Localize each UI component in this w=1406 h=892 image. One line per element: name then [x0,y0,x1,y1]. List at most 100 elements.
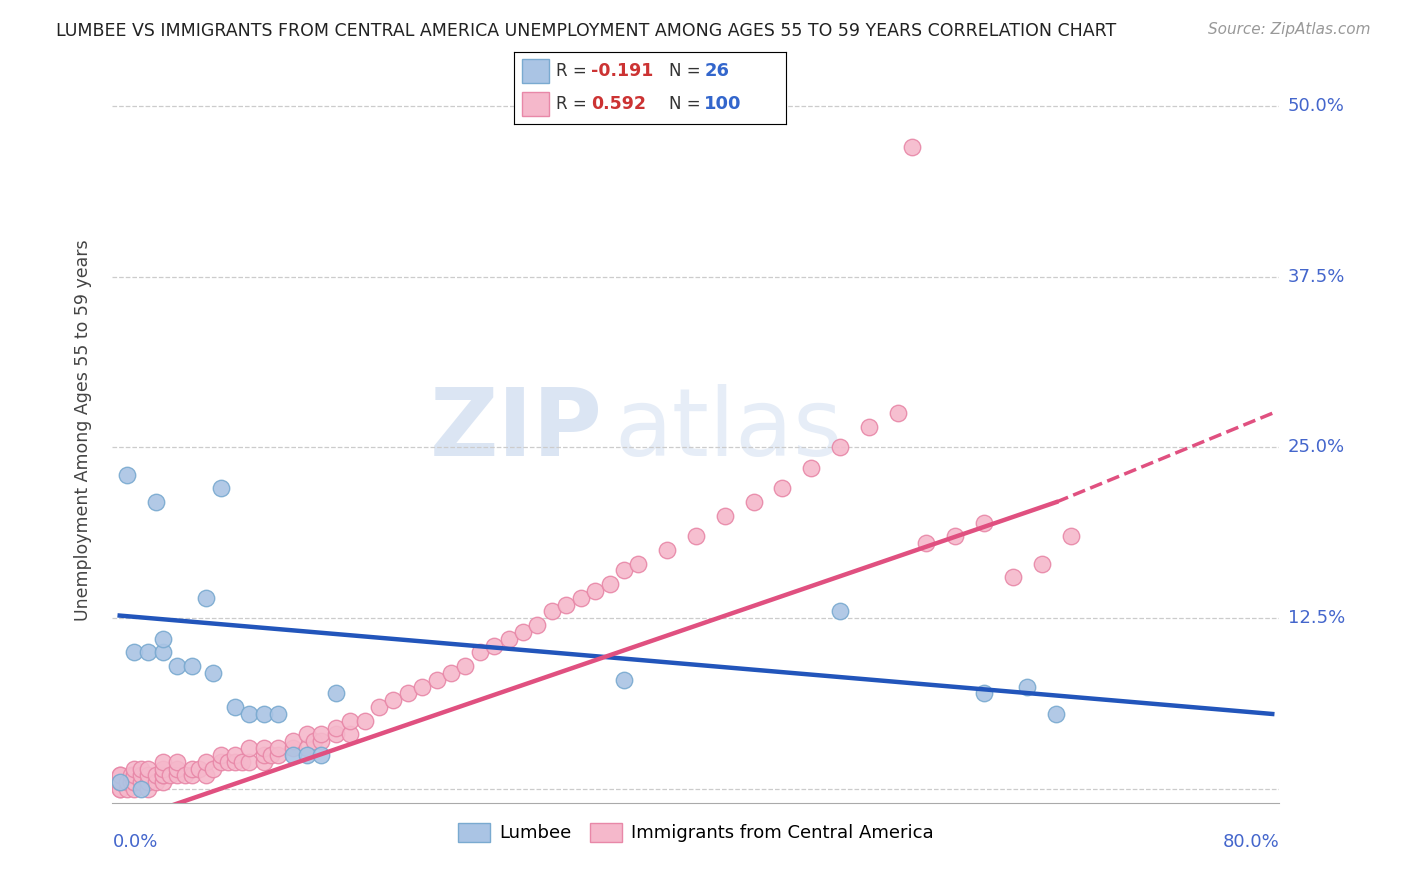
Text: LUMBEE VS IMMIGRANTS FROM CENTRAL AMERICA UNEMPLOYMENT AMONG AGES 55 TO 59 YEARS: LUMBEE VS IMMIGRANTS FROM CENTRAL AMERIC… [56,22,1116,40]
Point [138,775,160,789]
Point [166,762,188,776]
Point [202,665,225,680]
Point [152,768,174,782]
Point [583,584,606,599]
Point [195,755,218,769]
Point [260,747,283,762]
Point [325,727,347,741]
Point [209,482,232,496]
Text: 37.5%: 37.5% [1288,268,1346,285]
Point [173,768,195,782]
Point [108,768,131,782]
Point [138,768,160,782]
Point [368,700,391,714]
Point [202,762,225,776]
Point [555,598,578,612]
Point [281,747,304,762]
Point [828,441,851,455]
Point [770,482,793,496]
Point [129,782,152,797]
Text: 50.0%: 50.0% [1288,97,1344,115]
Point [108,782,131,797]
Point [627,557,650,571]
Point [339,714,361,728]
Point [325,721,347,735]
Point [396,686,419,700]
Point [122,782,145,797]
Point [613,673,636,687]
Point [973,686,995,700]
Point [541,605,564,619]
Point [1059,529,1081,543]
Point [115,775,138,789]
Text: -0.191: -0.191 [591,62,654,80]
Y-axis label: Unemployment Among Ages 55 to 59 years: Unemployment Among Ages 55 to 59 years [73,240,91,621]
Bar [522,92,548,116]
Point [152,755,174,769]
Point [120,768,142,782]
Legend: Lumbee, Immigrants from Central America: Lumbee, Immigrants from Central America [451,816,941,850]
Point [973,516,995,530]
Point [613,564,636,578]
Point [267,747,290,762]
Point [138,645,160,659]
Point [195,768,218,782]
Point [382,693,405,707]
Point [339,727,361,741]
Text: 26: 26 [704,62,730,80]
Point [145,775,167,789]
Point [180,659,202,673]
Point [685,529,707,543]
Point [166,755,188,769]
Text: Source: ZipAtlas.com: Source: ZipAtlas.com [1208,22,1371,37]
Point [484,639,506,653]
Point [166,659,188,673]
Point [325,686,347,700]
Point [512,624,534,639]
Point [295,741,318,756]
Point [120,775,142,789]
Point [129,775,152,789]
Point [1031,557,1053,571]
Point [657,543,679,558]
Point [526,618,548,632]
Point [238,755,260,769]
Point [440,665,463,680]
Point [253,747,276,762]
Point [152,768,174,782]
Point [145,495,167,509]
Point [886,406,908,420]
Point [311,727,333,741]
Point [498,632,520,646]
Point [454,659,477,673]
Point [238,741,260,756]
Point [1001,570,1024,584]
Text: R =: R = [555,95,592,112]
Point [295,727,318,741]
Point [599,577,621,591]
Point [1017,680,1039,694]
Point [122,762,145,776]
Point [238,706,260,721]
Point [302,734,325,748]
Point [281,741,304,756]
Point [209,755,232,769]
Point [281,734,304,748]
Point [569,591,592,605]
Text: 0.592: 0.592 [591,95,647,112]
Point [152,645,174,659]
Text: 80.0%: 80.0% [1223,832,1279,851]
Text: 0.0%: 0.0% [112,832,157,851]
Point [138,762,160,776]
Point [108,775,131,789]
Point [152,632,174,646]
Point [1045,706,1067,721]
Point [108,775,131,789]
Point [129,768,152,782]
Point [253,741,276,756]
Point [311,747,333,762]
Point [180,762,202,776]
Point [231,755,253,769]
Point [108,782,131,797]
Point [411,680,433,694]
